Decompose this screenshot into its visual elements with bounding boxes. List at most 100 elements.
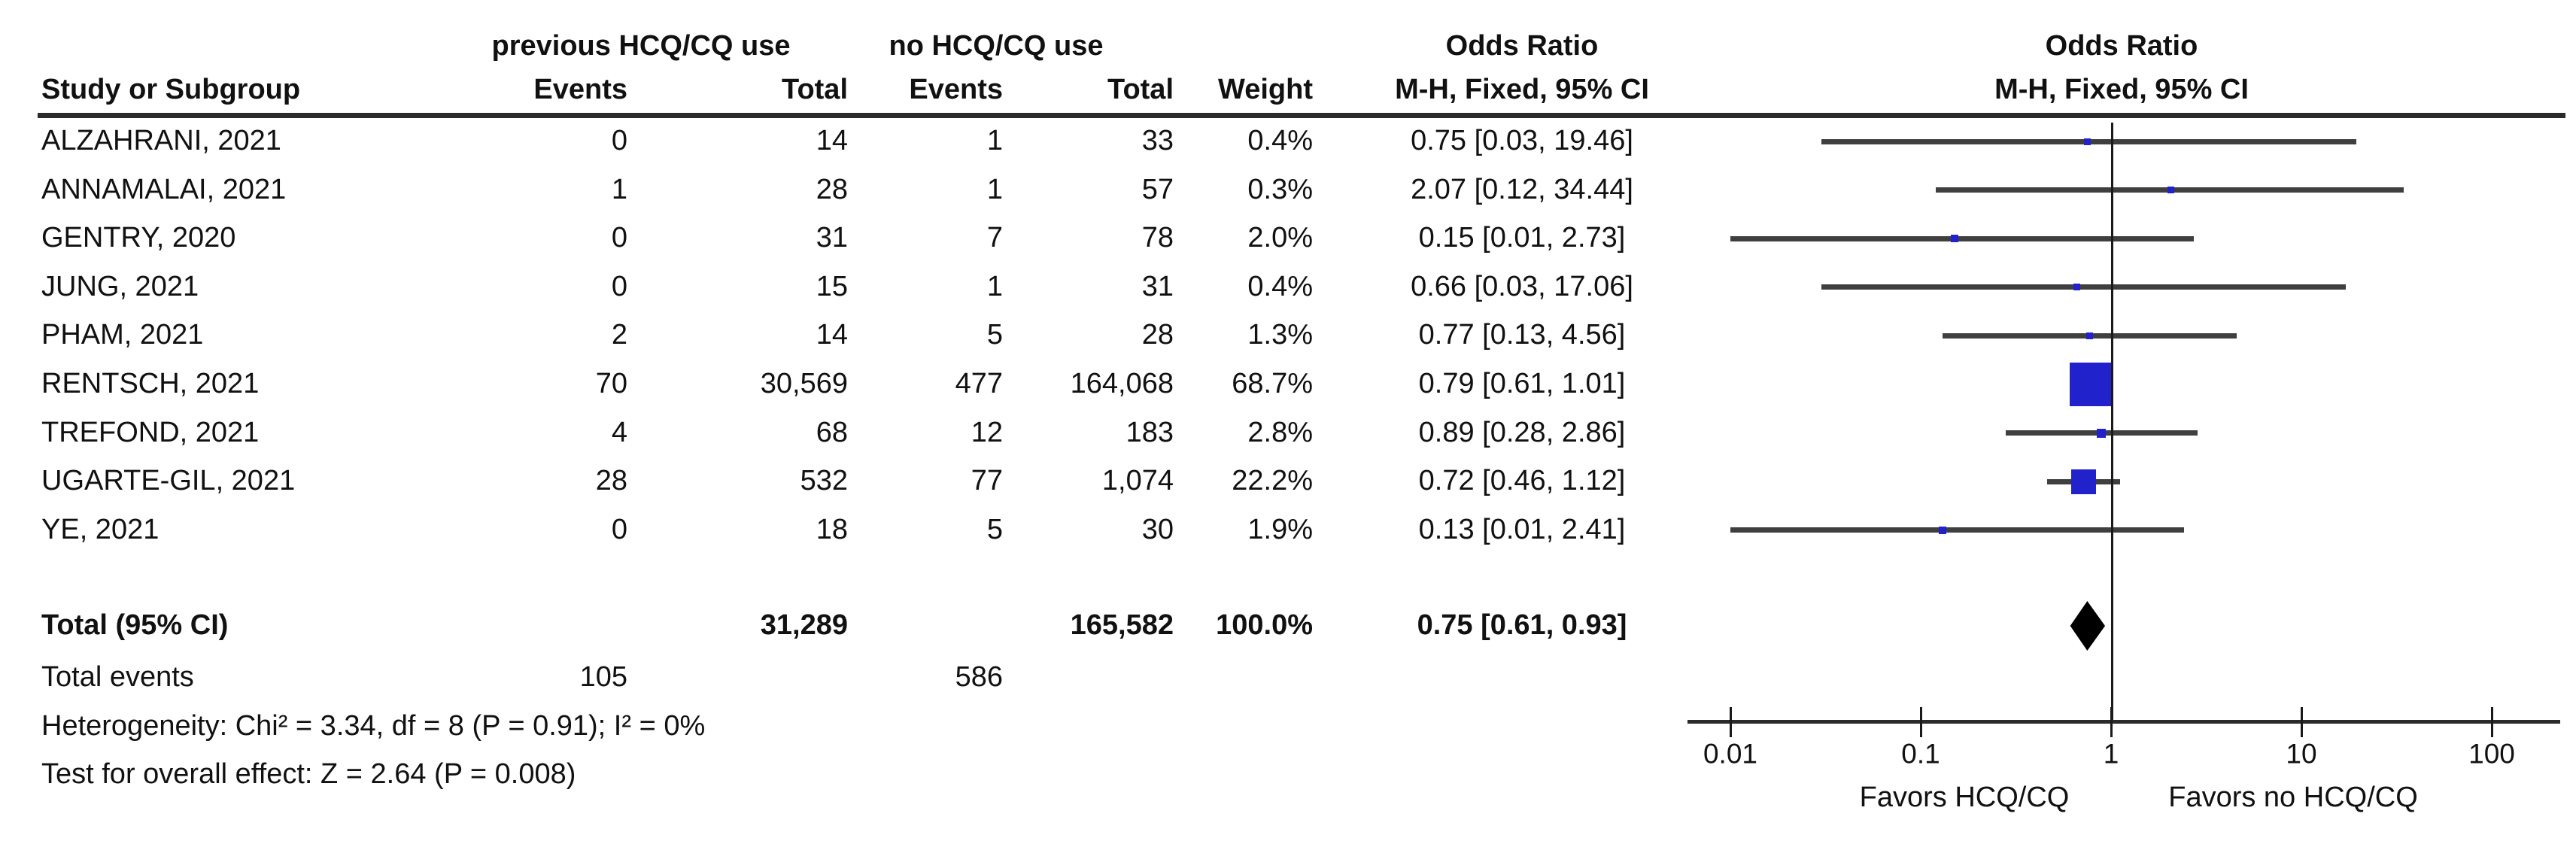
events-exposed-value: 0 [611, 270, 627, 302]
study-name: GENTRY, 2020 [41, 222, 236, 254]
ci-line [1730, 527, 2184, 533]
study-name: ANNAMALAI, 2021 [41, 173, 287, 205]
total-exposed-value: 18 [816, 513, 848, 545]
events-control-value: 12 [971, 416, 1003, 448]
weight-value: 0.4% [1247, 270, 1313, 302]
effect-size-square [2073, 284, 2080, 291]
favors-right-label: Favors no HCQ/CQ [2168, 782, 2418, 814]
events-exposed-value: 0 [611, 513, 627, 545]
axis-tick-label: 0.01 [1703, 738, 1757, 770]
total-events-label: Total events [41, 661, 194, 694]
effect-size-square [1938, 526, 1946, 534]
column-header-total-2: Total [1107, 74, 1174, 106]
favors-left-label: Favors HCQ/CQ [1859, 782, 2070, 814]
total-control-value: 33 [1141, 125, 1174, 157]
odds-ratio-ci-value: 0.15 [0.01, 2.73] [1418, 222, 1626, 254]
total-exposed-value: 14 [816, 319, 848, 351]
events-control-value: 1 [986, 125, 1003, 157]
odds-ratio-plot-title: Odds Ratio [2045, 30, 2198, 62]
column-header-total-1: Total [782, 74, 848, 106]
odds-ratio-ci-value: 2.07 [0.12, 34.44] [1411, 173, 1633, 205]
null-effect-line [2111, 123, 2113, 722]
events-control-value: 5 [986, 513, 1003, 545]
weight-value: 68.7% [1232, 368, 1313, 400]
total-control-value: 183 [1125, 416, 1174, 448]
column-header-ci-text: M-H, Fixed, 95% CI [1395, 74, 1649, 106]
axis-tick-label: 1 [2103, 738, 2119, 770]
axis-tick [2300, 707, 2303, 737]
ci-line [1730, 235, 2195, 241]
total-events-exposed: 105 [579, 661, 627, 694]
column-header-study: Study or Subgroup [41, 74, 301, 106]
column-header-events-2: Events [909, 74, 1003, 106]
study-name: PHAM, 2021 [41, 319, 204, 351]
weight-value: 1.3% [1247, 319, 1313, 351]
weight-value: 1.9% [1247, 513, 1313, 545]
effect-size-square [1950, 235, 1958, 243]
study-name: TREFOND, 2021 [41, 416, 260, 448]
axis-tick-label: 100 [2468, 738, 2515, 770]
effect-size-square [2071, 469, 2097, 494]
group-header-previous-hcq: previous HCQ/CQ use [491, 30, 791, 62]
events-control-value: 477 [955, 368, 1003, 400]
weight-value: 0.3% [1247, 173, 1313, 205]
effect-size-square [2097, 428, 2107, 438]
axis-tick [2110, 707, 2113, 737]
total-row-label: Total (95% CI) [41, 609, 229, 642]
odds-ratio-ci-value: 0.66 [0.03, 17.06] [1411, 270, 1633, 302]
weight-value: 22.2% [1232, 465, 1313, 497]
effect-size-square [2070, 363, 2114, 406]
study-name: ALZAHRANI, 2021 [41, 125, 281, 157]
effect-size-square [2085, 332, 2093, 339]
column-header-ci-plot: M-H, Fixed, 95% CI [1994, 74, 2249, 106]
total-exposed-value: 15 [816, 270, 848, 302]
x-axis-line [1687, 720, 2560, 724]
events-exposed-value: 70 [595, 368, 627, 400]
axis-tick [1729, 707, 1732, 737]
study-name: RENTSCH, 2021 [41, 368, 260, 400]
events-control-value: 77 [971, 465, 1003, 497]
odds-ratio-ci-value: 0.13 [0.01, 2.41] [1418, 513, 1626, 545]
odds-ratio-ci-value: 0.89 [0.28, 2.86] [1418, 416, 1626, 448]
odds-ratio-ci-value: 0.75 [0.03, 19.46] [1411, 125, 1633, 157]
events-exposed-value: 0 [611, 125, 627, 157]
odds-ratio-ci-value: 0.77 [0.13, 4.56] [1418, 319, 1626, 351]
study-name: UGARTE-GIL, 2021 [41, 465, 296, 497]
total-control-value: 30 [1141, 513, 1174, 545]
total-control-sum: 165,582 [1070, 609, 1174, 642]
axis-tick-label: 0.1 [1901, 738, 1940, 770]
events-control-value: 5 [986, 319, 1003, 351]
events-exposed-value: 2 [611, 319, 627, 351]
weight-value: 0.4% [1247, 125, 1313, 157]
total-exposed-value: 30,569 [760, 368, 848, 400]
total-control-value: 57 [1141, 173, 1174, 205]
odds-ratio-ci-value: 0.79 [0.61, 1.01] [1418, 368, 1626, 400]
axis-tick [1919, 707, 1922, 737]
column-header-weight: Weight [1218, 74, 1313, 106]
study-name: JUNG, 2021 [41, 270, 199, 302]
total-exposed-value: 28 [816, 173, 848, 205]
total-exposed-sum: 31,289 [760, 609, 848, 642]
effect-size-square [2083, 138, 2091, 145]
odds-ratio-column-title: Odds Ratio [1445, 30, 1599, 62]
total-exposed-value: 532 [800, 465, 848, 497]
total-control-value: 164,068 [1070, 368, 1174, 400]
overall-effect-text: Test for overall effect: Z = 2.64 (P = 0… [41, 758, 576, 791]
group-header-no-hcq: no HCQ/CQ use [889, 30, 1104, 62]
odds-ratio-ci-value: 0.72 [0.46, 1.12] [1418, 465, 1626, 497]
events-exposed-value: 0 [611, 222, 627, 254]
total-control-value: 28 [1141, 319, 1174, 351]
events-control-value: 1 [986, 173, 1003, 205]
events-exposed-value: 4 [611, 416, 627, 448]
axis-tick-label: 10 [2286, 738, 2317, 770]
total-diamond [2070, 601, 2106, 651]
total-control-value: 1,074 [1101, 465, 1174, 497]
events-control-value: 7 [986, 222, 1003, 254]
study-name: YE, 2021 [41, 513, 159, 545]
axis-tick [2490, 707, 2493, 737]
total-control-value: 31 [1141, 270, 1174, 302]
header-separator-line [38, 113, 2565, 118]
total-control-value: 78 [1141, 222, 1174, 254]
total-exposed-value: 68 [816, 416, 848, 448]
